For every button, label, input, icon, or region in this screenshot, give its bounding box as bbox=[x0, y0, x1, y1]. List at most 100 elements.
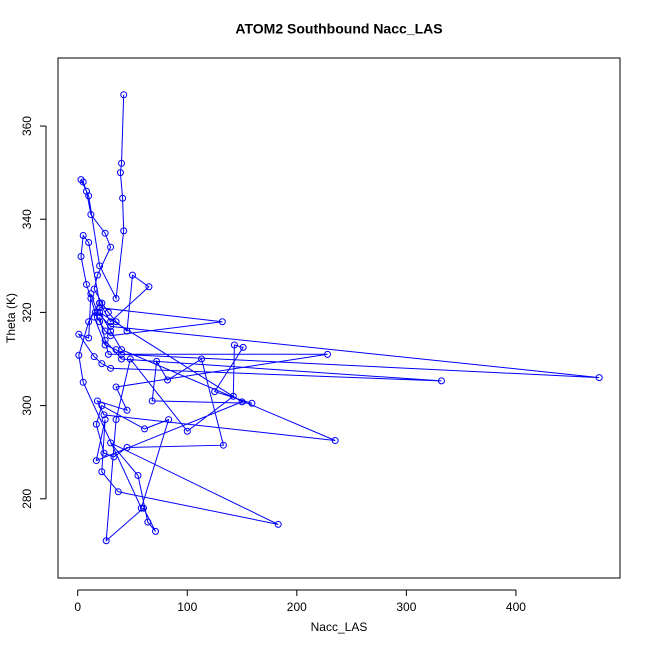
data-point bbox=[96, 299, 104, 307]
data-point bbox=[183, 427, 191, 435]
y-tick-label: 320 bbox=[20, 302, 34, 322]
data-point bbox=[239, 343, 247, 351]
data-point bbox=[323, 350, 331, 358]
data-point bbox=[85, 239, 93, 247]
data-point bbox=[164, 376, 172, 384]
data-point bbox=[93, 397, 101, 405]
data-point bbox=[92, 420, 100, 428]
x-tick-label: 300 bbox=[396, 600, 416, 614]
data-point bbox=[107, 327, 115, 335]
data-point bbox=[85, 318, 93, 326]
data-point bbox=[79, 232, 87, 240]
data-point bbox=[123, 444, 131, 452]
data-point bbox=[123, 406, 131, 414]
data-point bbox=[139, 504, 147, 512]
data-point bbox=[101, 416, 109, 424]
data-point bbox=[96, 262, 104, 270]
x-axis-label: Nacc_LAS bbox=[311, 620, 368, 634]
data-point bbox=[87, 294, 95, 302]
data-point bbox=[96, 308, 104, 316]
data-point bbox=[218, 318, 226, 326]
data-point bbox=[101, 341, 109, 349]
data-point bbox=[120, 227, 128, 235]
data-point bbox=[112, 318, 120, 326]
x-tick-label: 200 bbox=[287, 600, 307, 614]
x-tick-label: 0 bbox=[74, 600, 81, 614]
data-point bbox=[229, 392, 237, 400]
data-point bbox=[104, 308, 112, 316]
data-point bbox=[93, 271, 101, 279]
data-point bbox=[90, 353, 98, 361]
data-point bbox=[107, 332, 115, 340]
data-point bbox=[82, 187, 90, 195]
data-point bbox=[100, 449, 108, 457]
data-point bbox=[238, 398, 246, 406]
x-tick-label: 100 bbox=[177, 600, 197, 614]
data-point bbox=[91, 308, 99, 316]
data-point bbox=[116, 169, 124, 177]
data-point bbox=[123, 327, 131, 335]
series-line bbox=[77, 94, 600, 542]
data-point bbox=[118, 355, 126, 363]
data-point bbox=[110, 453, 118, 461]
plot-box bbox=[57, 57, 621, 579]
data-point bbox=[107, 439, 115, 447]
data-point bbox=[119, 194, 127, 202]
data-point bbox=[77, 252, 85, 260]
data-point bbox=[141, 425, 149, 433]
data-point bbox=[101, 336, 109, 344]
data-point bbox=[87, 211, 95, 219]
x-tick-label: 400 bbox=[506, 600, 526, 614]
data-point bbox=[112, 383, 120, 391]
data-point bbox=[107, 322, 115, 330]
data-point bbox=[114, 488, 122, 496]
data-point bbox=[82, 280, 90, 288]
data-point bbox=[128, 271, 136, 279]
data-point bbox=[77, 176, 85, 184]
data-point bbox=[98, 402, 106, 410]
data-point bbox=[79, 378, 87, 386]
data-point bbox=[198, 355, 206, 363]
y-tick-label: 300 bbox=[20, 395, 34, 415]
data-point bbox=[144, 518, 152, 526]
data-point bbox=[437, 377, 445, 385]
y-tick-label: 280 bbox=[20, 488, 34, 508]
data-point bbox=[152, 527, 160, 535]
data-point bbox=[211, 388, 219, 396]
data-point bbox=[102, 537, 110, 545]
data-point bbox=[137, 504, 145, 512]
data-point bbox=[274, 520, 282, 528]
data-point bbox=[96, 318, 104, 326]
data-point bbox=[118, 350, 126, 358]
y-tick-label: 340 bbox=[20, 209, 34, 229]
data-point bbox=[145, 283, 153, 291]
data-point bbox=[107, 318, 115, 326]
data-point bbox=[134, 471, 142, 479]
data-point bbox=[104, 350, 112, 358]
chart-title: ATOM2 Southbound Nacc_LAS bbox=[235, 21, 442, 37]
data-point bbox=[112, 416, 120, 424]
data-point bbox=[92, 457, 100, 465]
data-point bbox=[118, 159, 126, 167]
data-point bbox=[90, 313, 98, 321]
data-point bbox=[230, 341, 238, 349]
y-tick-label: 360 bbox=[20, 116, 34, 136]
data-point bbox=[112, 346, 120, 354]
data-point bbox=[75, 351, 83, 359]
data-point bbox=[248, 399, 256, 407]
data-point bbox=[118, 346, 126, 354]
data-point bbox=[85, 334, 93, 342]
y-axis-label: Theta (K) bbox=[4, 293, 18, 343]
data-point bbox=[120, 91, 128, 99]
data-point bbox=[148, 397, 156, 405]
data-point bbox=[75, 330, 83, 338]
data-point bbox=[100, 411, 108, 419]
data-point bbox=[112, 294, 120, 302]
data-point bbox=[98, 468, 106, 476]
data-point bbox=[153, 357, 161, 365]
data-point bbox=[101, 327, 109, 335]
data-point bbox=[107, 243, 115, 251]
data-point bbox=[96, 313, 104, 321]
